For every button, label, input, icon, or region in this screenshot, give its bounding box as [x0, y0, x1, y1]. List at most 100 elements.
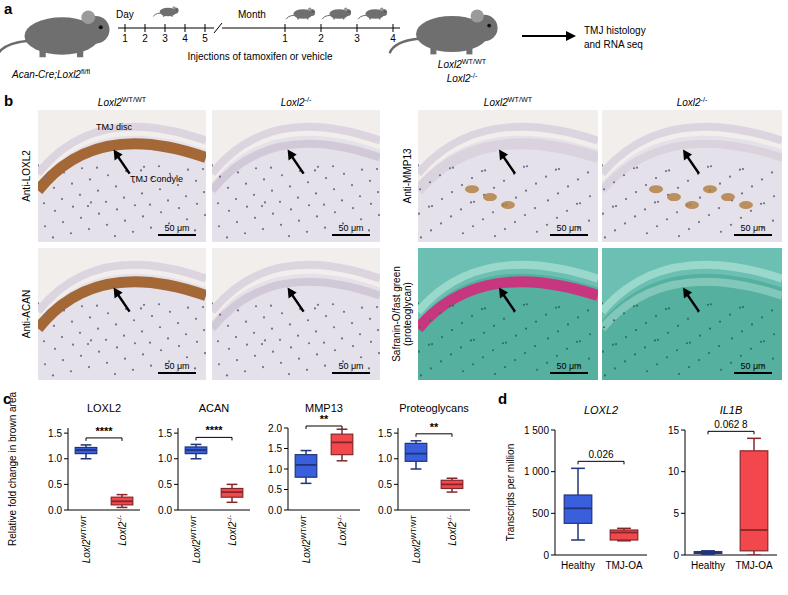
whisker-low — [577, 523, 579, 540]
median — [564, 507, 592, 509]
mouse-leg — [297, 18, 299, 20]
gene-name: Loxl2 — [81, 539, 92, 563]
nucleus — [604, 374, 606, 376]
row-label: Anti-ACAN — [21, 290, 32, 338]
nucleus — [324, 227, 326, 229]
superscript: WT/WT — [409, 514, 418, 539]
x-tick-label: Loxl2-/- — [335, 514, 348, 545]
nucleus — [587, 171, 589, 173]
nucleus — [116, 346, 118, 348]
y-axis — [685, 430, 686, 555]
median — [740, 529, 768, 531]
nucleus — [613, 319, 615, 321]
timeline-day: 1 — [122, 33, 128, 44]
nucleus — [558, 306, 560, 308]
nucleus — [79, 194, 81, 196]
nucleus — [503, 180, 505, 182]
pointer-arrow-head — [114, 288, 123, 299]
box — [441, 480, 463, 488]
nucleus — [270, 305, 272, 307]
x-tick-label: Loxl2-/- — [225, 514, 238, 545]
nucleus — [579, 202, 581, 204]
x-tick-label: Loxl2WT/WT — [299, 514, 312, 563]
nucleus — [654, 201, 656, 203]
whisker-high — [577, 468, 579, 495]
nucleus — [431, 205, 433, 207]
timeline-tick — [357, 24, 358, 32]
box — [405, 443, 427, 461]
nucleus — [279, 339, 281, 341]
x-axis — [178, 510, 250, 511]
nucleus — [98, 351, 100, 353]
nucleus — [524, 214, 526, 216]
box — [331, 434, 353, 455]
nucleus — [212, 164, 213, 166]
whisker-cap-low — [81, 458, 92, 460]
nucleus — [678, 235, 680, 237]
nucleus — [687, 318, 689, 320]
y-axis — [68, 428, 69, 510]
micrograph-bg — [212, 248, 380, 380]
nucleus — [212, 302, 213, 304]
superscript: -/- — [335, 514, 344, 521]
superscript: -/- — [305, 95, 312, 104]
scale-bar — [734, 372, 772, 374]
box — [185, 447, 207, 454]
timeline-tick — [205, 24, 206, 32]
nucleus — [708, 352, 710, 354]
superscript: -/- — [445, 514, 454, 521]
timeline-tick — [285, 24, 286, 32]
micrograph-bg — [38, 248, 206, 380]
nucleus — [493, 325, 495, 327]
nucleus — [43, 202, 45, 204]
x-tick-label: TMJ-OA — [605, 560, 643, 571]
micrograph — [212, 248, 380, 380]
nucleus — [141, 192, 143, 194]
nucleus — [535, 321, 537, 323]
nucleus — [279, 201, 281, 203]
median — [295, 464, 317, 466]
nucleus — [262, 366, 264, 368]
nucleus — [237, 171, 239, 173]
box — [564, 495, 592, 523]
nucleus — [636, 305, 638, 307]
y-tick-label: 1.0 — [268, 464, 282, 475]
mouse-ear — [172, 6, 175, 9]
nucleus — [297, 197, 299, 199]
x-tick-label: Healthy — [561, 560, 595, 571]
nucleus — [271, 328, 273, 330]
y-tick — [174, 433, 178, 434]
nucleus — [503, 318, 505, 320]
nucleus — [324, 365, 326, 367]
gene-name: Loxl2 — [281, 97, 305, 108]
annotation: TMJ Condyle — [130, 174, 183, 184]
nucleus — [45, 314, 47, 316]
nucleus — [186, 218, 188, 220]
nucleus — [290, 346, 292, 348]
x-axis — [685, 555, 777, 556]
mouse-ear — [344, 7, 348, 11]
nucleus — [341, 337, 343, 339]
nucleus — [140, 307, 142, 309]
nucleus — [461, 184, 463, 186]
nucleus — [70, 370, 72, 372]
timeline-month: 1 — [282, 33, 288, 44]
y-tick — [174, 510, 178, 511]
nucleus — [134, 342, 136, 344]
nucleus — [771, 309, 773, 311]
nucleus — [557, 330, 559, 332]
scale-bar — [550, 234, 588, 236]
nucleus — [547, 337, 549, 339]
nucleus — [772, 220, 774, 222]
small-mouse — [322, 7, 351, 19]
scale-bar-label: 50 μm — [338, 361, 363, 371]
superscript: WT/WT — [79, 514, 88, 539]
y-axis — [178, 428, 179, 510]
x-tick-label: Loxl2-/- — [445, 514, 458, 545]
y-tick — [64, 458, 68, 459]
nucleus — [587, 309, 589, 311]
significance-bracket — [416, 433, 452, 434]
nucleus — [227, 187, 229, 189]
nucleus — [307, 181, 309, 183]
y-tick-label: 2.0 — [268, 423, 282, 434]
